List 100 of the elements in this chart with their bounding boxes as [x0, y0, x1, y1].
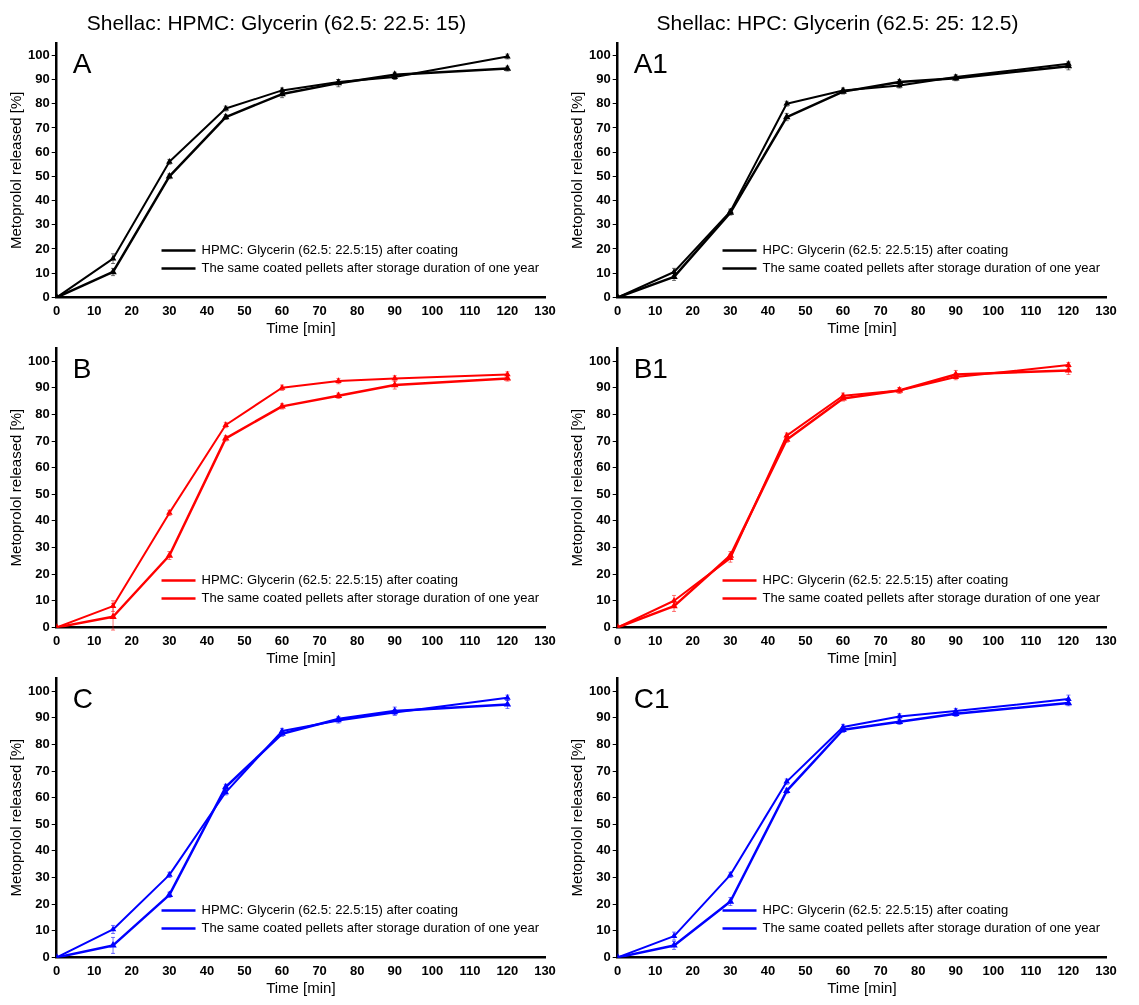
- y-tick-label: 60: [35, 459, 50, 475]
- legend-label: The same coated pellets after storage duration of one year: [762, 589, 1101, 605]
- y-tick-label: 0: [42, 288, 50, 304]
- y-tick-label: 30: [35, 216, 50, 232]
- x-tick-label: 40: [199, 302, 215, 318]
- chart-title: Shellac: HPC: Glycerin (62.5: 25: 12.5): [656, 11, 1019, 35]
- x-tick-label: 80: [349, 302, 365, 318]
- x-tick-label: 70: [312, 302, 327, 318]
- y-tick-label: 90: [596, 71, 611, 87]
- x-tick-label: 80: [910, 962, 926, 978]
- y-tick-label: 10: [35, 922, 50, 938]
- x-tick-label: 130: [534, 302, 556, 318]
- y-tick-label: 90: [596, 379, 611, 395]
- y-tick-label: 100: [27, 352, 50, 368]
- legend-label: HPC: Glycerin (62.5: 22.5:15) after coating: [762, 571, 1009, 587]
- y-axis-title: Metoprolol released [%]: [7, 408, 25, 567]
- x-tick-label: 0: [614, 302, 622, 318]
- y-tick-label: 0: [42, 618, 50, 634]
- x-tick-label: 130: [534, 962, 556, 978]
- y-tick-label: 20: [35, 240, 50, 256]
- x-axis-title: Time [min]: [827, 979, 897, 997]
- x-tick-label: 60: [835, 302, 851, 318]
- y-tick-label: 80: [35, 95, 50, 111]
- x-tick-label: 50: [237, 962, 252, 978]
- x-tick-label: 90: [948, 302, 963, 318]
- x-tick-label: 50: [798, 632, 813, 648]
- y-tick-label: 30: [596, 869, 611, 885]
- y-tick-label: 100: [27, 46, 50, 62]
- y-tick-label: 90: [35, 71, 50, 87]
- legend-label: HPMC: Glycerin (62.5: 22.5:15) after coating: [201, 571, 459, 587]
- x-axis-title: Time [min]: [266, 979, 336, 997]
- y-tick-label: 80: [35, 405, 50, 421]
- y-tick-label: 10: [596, 922, 611, 938]
- y-tick-label: 70: [596, 762, 611, 778]
- x-tick-label: 70: [873, 962, 888, 978]
- x-tick-label: 0: [53, 632, 61, 648]
- legend-label: The same coated pellets after storage duration of one year: [762, 919, 1101, 935]
- y-tick-label: 30: [596, 216, 611, 232]
- legend-label: The same coated pellets after storage duration of one year: [201, 259, 540, 275]
- x-tick-label: 0: [614, 632, 622, 648]
- y-tick-label: 40: [35, 192, 50, 208]
- y-tick-label: 70: [35, 432, 50, 448]
- x-tick-label: 120: [496, 632, 519, 648]
- y-axis-title: Metoprolol released [%]: [7, 91, 25, 250]
- x-tick-label: 90: [948, 632, 963, 648]
- chart-title: Shellac: HPMC: Glycerin (62.5: 22.5: 15): [86, 11, 467, 35]
- y-tick-label: 60: [35, 789, 50, 805]
- x-tick-label: 30: [162, 302, 177, 318]
- x-tick-label: 50: [798, 962, 813, 978]
- x-tick-label: 20: [124, 962, 140, 978]
- x-tick-label: 40: [760, 962, 776, 978]
- y-tick-label: 20: [596, 895, 611, 911]
- y-tick-label: 80: [596, 95, 611, 111]
- x-tick-label: 130: [534, 632, 556, 648]
- y-tick-label: 70: [35, 762, 50, 778]
- y-tick-label: 10: [35, 264, 50, 280]
- y-tick-label: 0: [603, 618, 611, 634]
- annotation: C: [72, 682, 93, 714]
- x-tick-label: 70: [873, 302, 888, 318]
- y-tick-label: 100: [588, 352, 611, 368]
- x-tick-label: 100: [982, 302, 1005, 318]
- x-tick-label: 80: [910, 632, 926, 648]
- x-tick-label: 30: [723, 632, 738, 648]
- x-tick-label: 110: [459, 302, 481, 318]
- x-tick-label: 20: [124, 302, 140, 318]
- y-tick-label: 50: [35, 167, 50, 183]
- y-tick-label: 90: [35, 709, 50, 725]
- x-tick-label: 100: [421, 302, 444, 318]
- y-tick-label: 50: [35, 485, 50, 501]
- x-tick-label: 60: [274, 302, 290, 318]
- y-tick-label: 80: [596, 735, 611, 751]
- y-tick-label: 60: [596, 789, 611, 805]
- x-tick-label: 60: [274, 962, 290, 978]
- x-tick-label: 40: [760, 302, 776, 318]
- y-tick-label: 0: [603, 948, 611, 964]
- x-tick-label: 90: [387, 962, 402, 978]
- x-tick-label: 120: [1057, 962, 1080, 978]
- y-tick-label: 60: [596, 459, 611, 475]
- x-tick-label: 60: [835, 962, 851, 978]
- y-tick-label: 10: [596, 264, 611, 280]
- x-tick-label: 20: [685, 302, 701, 318]
- x-tick-label: 130: [1095, 962, 1117, 978]
- x-axis-title: Time [min]: [827, 649, 897, 667]
- x-tick-label: 130: [1095, 302, 1117, 318]
- annotation: A: [72, 47, 92, 79]
- x-tick-label: 30: [723, 302, 738, 318]
- y-tick-label: 90: [35, 379, 50, 395]
- x-tick-label: 70: [873, 632, 888, 648]
- x-tick-label: 40: [199, 632, 215, 648]
- x-tick-label: 40: [199, 962, 215, 978]
- y-tick-label: 60: [596, 143, 611, 159]
- legend-label: HPC: Glycerin (62.5: 22.5:15) after coating: [762, 241, 1009, 257]
- y-tick-label: 20: [596, 565, 611, 581]
- legend-label: HPMC: Glycerin (62.5: 22.5:15) after coating: [201, 901, 459, 917]
- x-tick-label: 10: [87, 962, 102, 978]
- y-tick-label: 40: [596, 842, 611, 858]
- y-tick-label: 90: [596, 709, 611, 725]
- y-tick-label: 100: [588, 46, 611, 62]
- x-tick-label: 110: [459, 632, 481, 648]
- x-tick-label: 100: [982, 632, 1005, 648]
